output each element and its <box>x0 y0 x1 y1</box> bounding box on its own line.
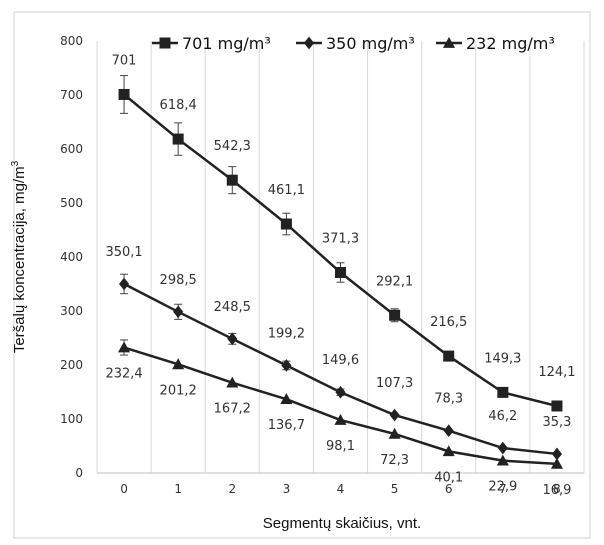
series-square <box>118 75 563 412</box>
series-triangle <box>118 339 563 469</box>
legend: 701 mg/m³ 350 mg/m³ 232 mg/m³ <box>152 34 555 53</box>
data-label: 35,3 <box>542 415 571 430</box>
data-point <box>226 376 239 388</box>
legend-marker <box>442 36 456 48</box>
y-axis-title-main: Teršalų koncentracija, mg/m <box>11 166 28 353</box>
y-tick-label: 800 <box>60 34 83 48</box>
y-axis-title-superscript: 3 <box>10 160 21 166</box>
data-point <box>389 309 401 321</box>
y-tick-label: 400 <box>60 250 83 264</box>
x-tick-label: 6 <box>445 482 453 496</box>
data-label: 46,2 <box>488 409 517 424</box>
data-label: 201,2 <box>160 383 197 398</box>
x-tick-label: 5 <box>391 482 399 496</box>
data-point <box>118 341 131 353</box>
data-label: 98,1 <box>326 439 355 454</box>
x-axis-title: Segmentų skaičius, vnt. <box>263 515 421 532</box>
data-label: 22,9 <box>488 480 517 495</box>
data-point <box>172 358 185 370</box>
legend-marker <box>159 37 171 49</box>
y-tick-label: 600 <box>60 142 83 156</box>
data-label: 78,3 <box>434 392 463 407</box>
y-tick-label: 300 <box>60 304 83 318</box>
x-tick-label: 8 <box>553 482 561 496</box>
data-label: 461,1 <box>268 183 305 198</box>
legend-marker <box>303 36 315 50</box>
legend-item: 701 mg/m³ <box>152 34 271 53</box>
y-tick-label: 200 <box>60 358 83 372</box>
data-label: 248,5 <box>214 300 251 315</box>
legend-label: 350 mg/m³ <box>326 34 415 53</box>
data-point <box>497 386 509 398</box>
data-label: 350,1 <box>105 245 142 260</box>
data-label: 124,1 <box>538 365 575 380</box>
data-point <box>173 305 184 319</box>
data-point <box>118 88 130 100</box>
data-label: 149,3 <box>484 351 521 366</box>
data-point <box>335 266 346 278</box>
data-point <box>443 350 455 362</box>
y-tick-label: 700 <box>60 88 83 102</box>
data-label: 232,4 <box>105 367 142 382</box>
data-label: 167,2 <box>214 402 251 417</box>
data-label: 72,3 <box>380 453 409 468</box>
data-label: 618,4 <box>160 98 197 113</box>
data-label: 298,5 <box>160 273 197 288</box>
data-label: 199,2 <box>268 326 305 341</box>
y-axis-title: Teršalų koncentracija, mg/m3 <box>10 160 28 353</box>
data-label: 542,3 <box>214 139 251 154</box>
data-point <box>281 359 292 372</box>
chart-border <box>13 11 591 539</box>
data-label: 16,9 <box>542 483 571 498</box>
legend-item: 232 mg/m³ <box>436 34 555 53</box>
data-point <box>389 408 400 422</box>
data-point <box>443 424 454 438</box>
legend-label: 232 mg/m³ <box>466 34 555 53</box>
data-point <box>442 445 455 457</box>
data-label: 149,6 <box>322 353 359 368</box>
data-label: 216,5 <box>430 315 467 330</box>
data-label: 292,1 <box>376 274 413 289</box>
axes: 0 100 200 300 400 500 600 700 800 0 1 2 3 4 5 6 7 8 <box>60 34 584 496</box>
data-point <box>226 174 238 186</box>
x-tick-label: 7 <box>499 482 507 496</box>
data-point <box>497 441 508 455</box>
y-tick-label: 0 <box>75 466 83 480</box>
x-tick-label: 0 <box>120 482 128 496</box>
series-diamond <box>118 273 563 461</box>
data-point <box>172 133 184 145</box>
grid <box>96 41 585 473</box>
data-point <box>388 427 401 439</box>
data-point <box>551 447 563 461</box>
y-tick-label: 500 <box>60 196 83 210</box>
data-point <box>280 218 292 230</box>
y-tick-label: 100 <box>60 412 83 426</box>
data-label: 40,1 <box>434 470 463 485</box>
x-tick-label: 4 <box>337 482 345 496</box>
data-point <box>550 457 563 469</box>
data-label: 107,3 <box>376 376 413 391</box>
data-point <box>227 332 238 346</box>
x-tick-label: 3 <box>283 482 291 496</box>
data-labels: 701618,4542,3461,1371,3292,1216,5149,312… <box>105 53 575 497</box>
data-label: 701 <box>112 53 137 68</box>
data-point <box>280 393 293 405</box>
x-tick-label: 2 <box>228 482 236 496</box>
legend-label: 701 mg/m³ <box>182 34 271 53</box>
data-point <box>335 385 346 399</box>
data-point <box>334 413 347 425</box>
x-tick-label: 1 <box>174 482 182 496</box>
data-point <box>496 454 509 466</box>
legend-item: 350 mg/m³ <box>296 34 415 53</box>
data-point <box>551 400 563 412</box>
series <box>118 75 563 469</box>
data-label: 136,7 <box>268 418 305 433</box>
data-point <box>118 277 130 291</box>
data-label: 371,3 <box>322 231 359 246</box>
